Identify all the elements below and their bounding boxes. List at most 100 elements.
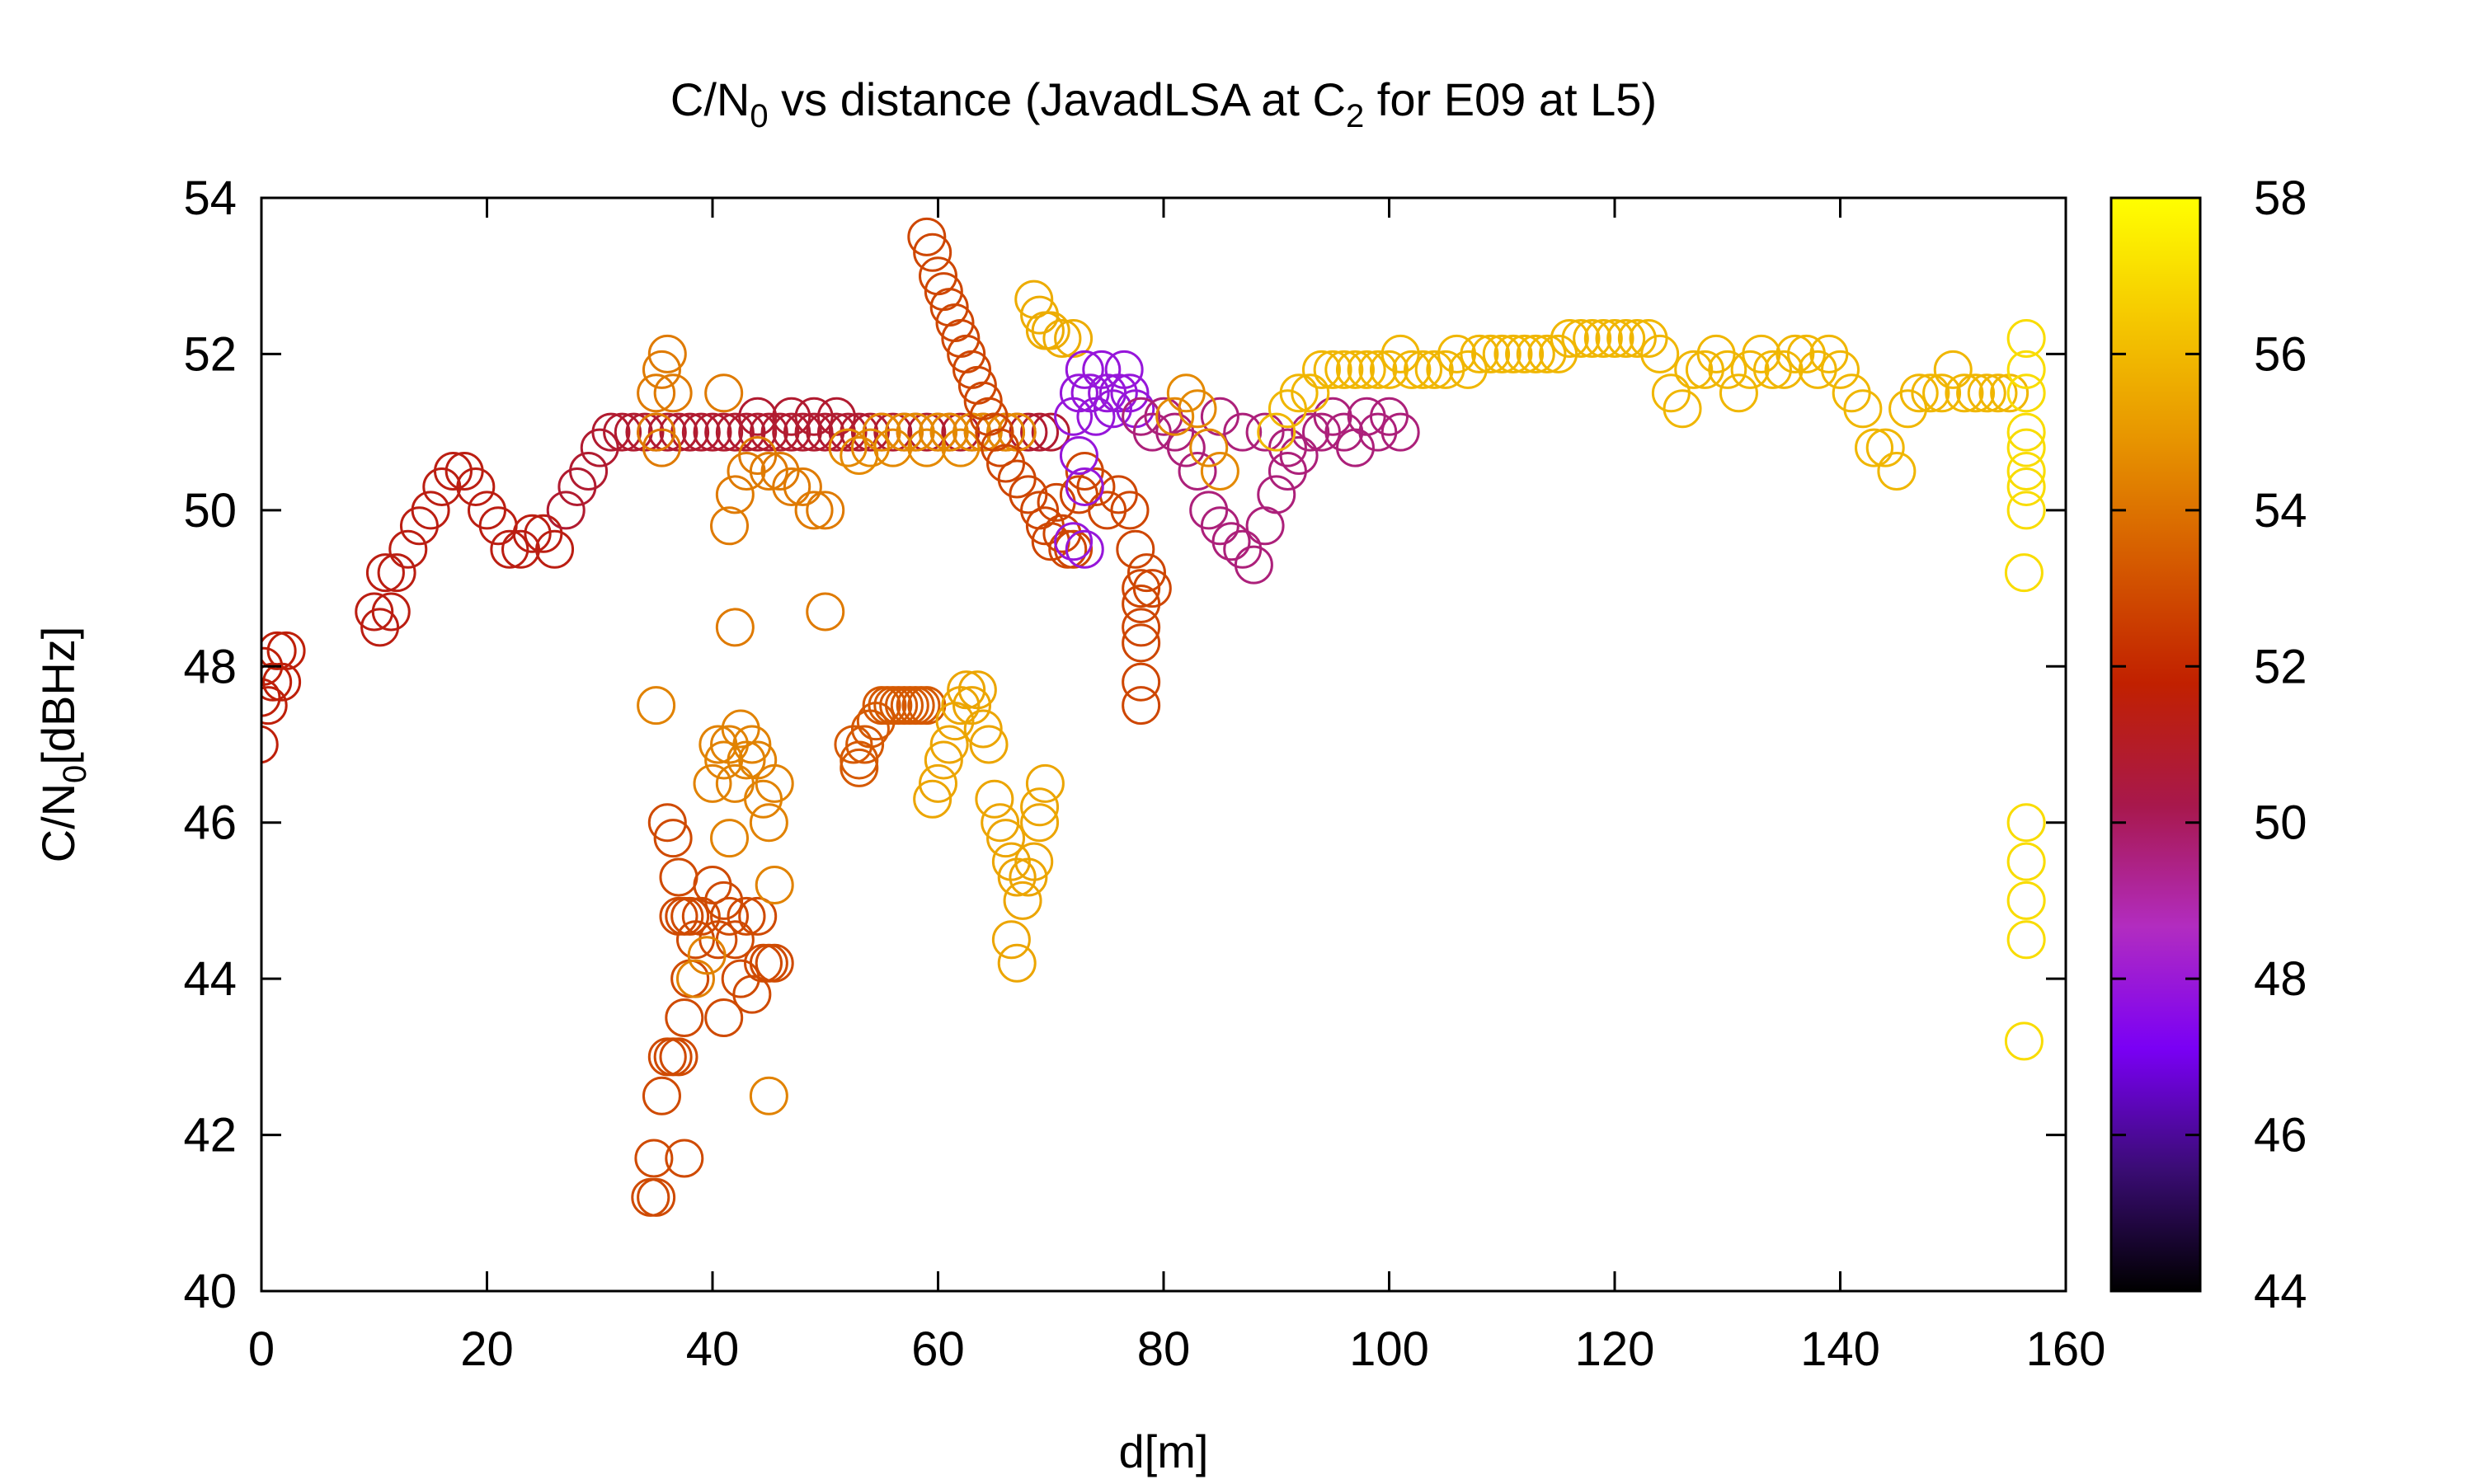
data-point: [261, 631, 297, 670]
data-point: [1257, 475, 1296, 514]
data-point: [569, 452, 609, 491]
y-tick-label: 52: [183, 327, 237, 381]
data-point: [1719, 373, 1758, 413]
data-point: [806, 592, 845, 632]
data-point: [1933, 350, 1973, 389]
data-point: [738, 896, 778, 936]
data-point: [642, 350, 681, 389]
data-point: [772, 397, 811, 436]
data-point: [647, 803, 687, 843]
data-point: [749, 803, 788, 843]
data-point: [704, 998, 744, 1037]
data-point: [727, 896, 766, 936]
colorbar-tick-label: 54: [2254, 484, 2307, 538]
data-point: [1606, 318, 1646, 358]
x-tick-label: 160: [2026, 1322, 2106, 1376]
data-point: [1025, 763, 1065, 803]
y-tick-label: 54: [183, 171, 237, 225]
data-point: [845, 725, 885, 764]
data-point: [2006, 881, 2046, 920]
data-point: [1414, 350, 1454, 389]
data-point: [997, 943, 1037, 983]
data-point: [1922, 373, 1962, 413]
data-point: [647, 412, 687, 452]
data-point: [806, 491, 845, 530]
data-point: [755, 943, 794, 983]
data-point: [738, 397, 778, 436]
data-point: [1978, 373, 2018, 413]
data-point: [634, 1139, 674, 1178]
data-point: [1617, 318, 1657, 358]
data-point: [512, 514, 552, 553]
data-point: [1122, 686, 1161, 726]
data-point: [411, 491, 450, 530]
data-point: [2006, 428, 2046, 467]
data-point: [693, 412, 732, 452]
data-point: [1200, 452, 1239, 491]
data-point: [907, 217, 947, 256]
data-point: [727, 740, 766, 780]
data-point: [991, 920, 1031, 960]
data-point: [1065, 350, 1104, 389]
data-point: [755, 865, 794, 904]
data-point: [1042, 318, 1082, 358]
data-point: [919, 412, 957, 452]
data-point: [1009, 857, 1048, 897]
colorbar-ticks: 44 46 48 50 52 54 56 58: [2111, 171, 2307, 1318]
data-point: [2006, 842, 2046, 881]
data-point: [952, 686, 992, 726]
data-point: [1020, 787, 1060, 827]
data-point: [929, 725, 969, 764]
data-point: [2004, 553, 2044, 593]
y-tick-label: 50: [183, 484, 237, 538]
data-point: [1595, 318, 1634, 358]
data-point: [913, 779, 952, 819]
data-point: [957, 670, 997, 710]
data-point: [1573, 318, 1612, 358]
data-point: [693, 763, 732, 803]
data-point: [2006, 412, 2046, 452]
data-point: [1392, 350, 1432, 389]
y-tick-label: 40: [183, 1265, 237, 1318]
data-point: [1561, 318, 1601, 358]
data-point: [355, 592, 394, 632]
data-point: [2006, 318, 2046, 358]
data-point: [371, 592, 411, 632]
data-point: [1211, 522, 1251, 561]
data-point: [1752, 350, 1792, 389]
data-point: [981, 428, 1020, 467]
data-point: [1132, 569, 1172, 608]
data-point: [1122, 623, 1161, 663]
colorbar-tick-label: 56: [2254, 327, 2307, 381]
data-point: [715, 763, 755, 803]
data-point: [1116, 529, 1155, 569]
data-point: [637, 412, 676, 452]
data-point: [262, 662, 302, 702]
data-point: [794, 397, 834, 436]
x-tick-label: 100: [1349, 1322, 1429, 1376]
data-point: [1257, 412, 1296, 452]
data-point: [2006, 920, 2046, 960]
data-point: [1471, 334, 1511, 373]
data-point: [1493, 334, 1533, 373]
data-point: [840, 748, 879, 787]
data-point: [1663, 389, 1702, 429]
data-point: [1899, 373, 1939, 413]
data-point: [710, 819, 750, 858]
colorbar-tick-label: 44: [2254, 1265, 2307, 1318]
data-point: [840, 436, 879, 476]
data-point: [675, 959, 715, 998]
data-point: [591, 412, 631, 452]
data-point: [665, 1139, 704, 1178]
data-point: [1189, 428, 1229, 467]
data-point: [1155, 397, 1195, 436]
data-point: [1020, 803, 1060, 843]
data-point: [653, 373, 693, 413]
data-point: [919, 763, 957, 803]
x-tick-label: 120: [1575, 1322, 1655, 1376]
data-point: [884, 412, 924, 452]
data-point: [1527, 334, 1567, 373]
data-point: [1324, 350, 1364, 389]
data-point: [261, 686, 288, 726]
data-point: [1967, 373, 2006, 413]
